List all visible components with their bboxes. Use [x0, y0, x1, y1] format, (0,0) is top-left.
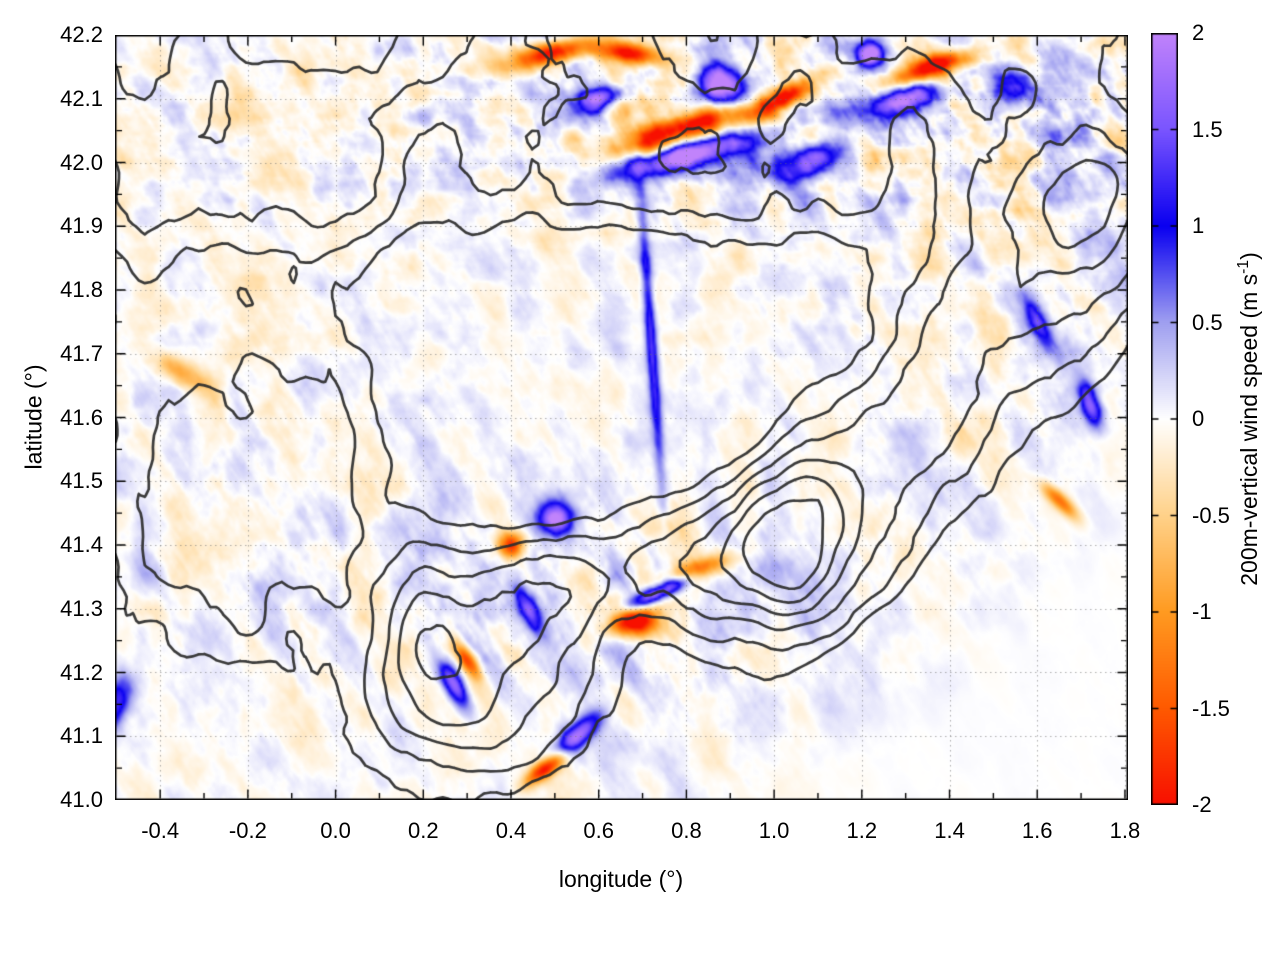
y-tick-label: 41.0 — [60, 787, 103, 812]
y-tick-label: 42.1 — [60, 85, 103, 111]
x-axis-title: longitude (°) — [558, 866, 684, 892]
colorbar-title-suffix: ) — [1235, 252, 1262, 260]
x-tick-label: 1.8 — [1109, 818, 1141, 843]
colorbar-tick-label: -2 — [1192, 792, 1212, 817]
x-tick-label: 0.2 — [407, 818, 439, 843]
colorbar-title: 200m-vertical wind speed (m s-1) — [1235, 252, 1263, 585]
y-tick-label: 41.3 — [60, 595, 103, 621]
colorbar-tick-label: 0 — [1192, 406, 1205, 431]
y-tick-label: 41.5 — [60, 468, 103, 494]
x-tick-label: -0.4 — [141, 818, 180, 843]
x-tick-label: 1.0 — [758, 818, 790, 843]
colorbar-tick-label: 2 — [1192, 20, 1205, 45]
heatmap-canvas — [115, 35, 1128, 800]
plot-area — [115, 35, 1128, 800]
y-tick-label: 41.2 — [60, 659, 103, 685]
x-tick-label: 0.4 — [495, 818, 527, 843]
colorbar-tick-label: -0.5 — [1192, 502, 1230, 528]
y-tick-label: 41.8 — [60, 277, 103, 302]
colorbar-tick-label: -1 — [1192, 599, 1212, 624]
x-tick-label: 0.0 — [320, 818, 351, 843]
colorbar-tick-label: 0.5 — [1192, 309, 1223, 335]
y-tick-label: 42.2 — [60, 22, 103, 47]
colorbar-title-superscript: -1 — [1235, 259, 1253, 274]
y-tick-label: 41.1 — [60, 723, 103, 749]
x-tick-label: 1.4 — [934, 818, 965, 843]
y-tick-label: 41.9 — [60, 213, 103, 239]
colorbar-canvas — [1151, 33, 1178, 805]
y-axis-title: latitude (°) — [20, 364, 47, 470]
x-tick-label: 1.2 — [846, 818, 878, 843]
colorbar-title-text: 200m-vertical wind speed (m s — [1235, 273, 1262, 586]
colorbar-tick-label: -1.5 — [1192, 695, 1230, 721]
colorbar — [1151, 33, 1178, 805]
x-tick-label: -0.2 — [228, 818, 267, 843]
y-tick-label: 41.7 — [60, 340, 103, 366]
y-tick-label: 41.6 — [60, 404, 103, 430]
x-tick-label: 0.6 — [583, 818, 614, 843]
y-tick-label: 42.0 — [60, 149, 103, 175]
colorbar-tick-label: 1 — [1192, 213, 1205, 238]
x-tick-label: 1.6 — [1021, 818, 1053, 843]
y-tick-label: 41.4 — [60, 532, 103, 557]
colorbar-tick-label: 1.5 — [1192, 116, 1223, 142]
x-tick-label: 0.8 — [671, 818, 702, 843]
